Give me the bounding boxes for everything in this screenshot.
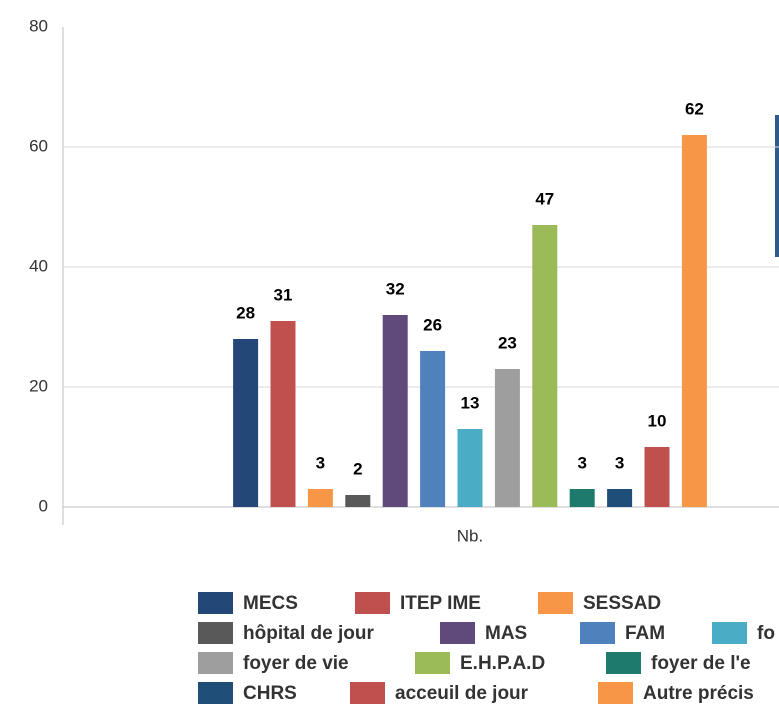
y-tick-label: 0 <box>39 496 48 515</box>
legend-swatch <box>538 592 573 614</box>
legend-label: FAM <box>625 623 665 644</box>
data-label: 3 <box>577 453 586 472</box>
legend-label: fo <box>757 623 775 644</box>
bar <box>644 447 670 507</box>
legend-label: hôpital de jour <box>243 623 374 644</box>
legend-label: SESSAD <box>583 593 661 614</box>
data-label: 23 <box>498 333 517 352</box>
legend-swatch <box>350 682 385 704</box>
bar <box>307 489 333 507</box>
data-label: 13 <box>461 393 480 412</box>
legend-swatch <box>440 622 475 644</box>
bar <box>233 339 259 507</box>
bar <box>345 495 371 507</box>
y-tick-label: 20 <box>29 376 48 395</box>
bar <box>681 135 707 507</box>
bar <box>494 369 520 507</box>
legend-swatch <box>198 622 233 644</box>
data-label: 62 <box>685 99 704 118</box>
data-label: 28 <box>236 303 255 322</box>
data-label: 32 <box>386 279 405 298</box>
legend-swatch <box>198 592 233 614</box>
data-label: 26 <box>423 315 442 334</box>
data-label: 10 <box>648 411 667 430</box>
data-label: 47 <box>535 189 554 208</box>
y-tick-label: 80 <box>29 16 48 35</box>
cropped-element <box>775 115 779 257</box>
legend-swatch <box>606 652 641 674</box>
data-label: 31 <box>274 285 293 304</box>
y-tick-label: 40 <box>29 256 48 275</box>
legend-label: MAS <box>485 623 527 644</box>
legend-swatch <box>355 592 390 614</box>
bar <box>532 225 558 507</box>
bar <box>420 351 446 507</box>
legend-label: CHRS <box>243 683 297 704</box>
y-tick-label: 60 <box>29 136 48 155</box>
bar <box>270 321 296 507</box>
legend-swatch <box>198 682 233 704</box>
legend-swatch <box>598 682 633 704</box>
legend-label: MECS <box>243 593 298 614</box>
legend-label: acceuil de jour <box>395 683 529 704</box>
legend-swatch <box>198 652 233 674</box>
bar <box>607 489 633 507</box>
legend-swatch <box>415 652 450 674</box>
bar <box>457 429 483 507</box>
x-tick-label: Nb. <box>457 526 483 545</box>
data-label: 2 <box>353 459 362 478</box>
legend-swatch <box>580 622 615 644</box>
data-label: 3 <box>615 453 624 472</box>
legend-swatch <box>712 622 747 644</box>
legend-label: Autre précis <box>643 683 754 704</box>
legend-label: foyer de l'e <box>651 653 751 674</box>
bar <box>382 315 408 507</box>
bar <box>569 489 595 507</box>
data-label: 3 <box>316 453 325 472</box>
legend-label: foyer de vie <box>243 653 349 674</box>
legend-label: ITEP IME <box>400 593 481 614</box>
legend-label: E.H.P.A.D <box>460 653 545 674</box>
